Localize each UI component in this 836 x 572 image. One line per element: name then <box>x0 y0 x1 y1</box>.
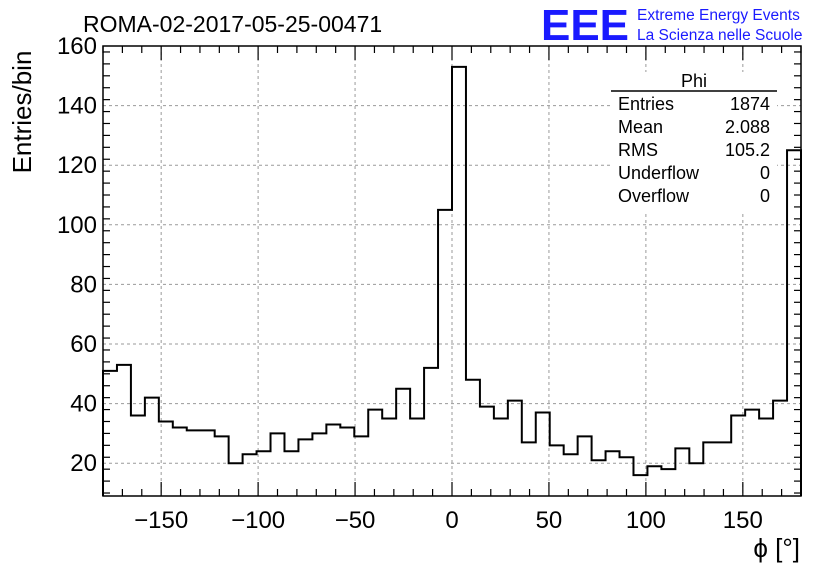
eee-logo-mark: EEE <box>541 1 629 50</box>
stats-label: Overflow <box>618 186 690 206</box>
y-tick-label: 80 <box>70 271 97 298</box>
stats-box-title: Phi <box>681 71 707 91</box>
stats-value: 2.088 <box>725 117 770 137</box>
histogram-bin <box>536 413 550 496</box>
histogram-bin <box>382 419 396 496</box>
stats-value: 1874 <box>730 94 770 114</box>
histogram-bin <box>703 442 717 496</box>
eee-logo-line2: La Scienza nelle Scuole <box>637 27 802 44</box>
histogram-bin <box>187 430 201 496</box>
histogram-bin <box>438 210 452 496</box>
histogram-bin <box>689 463 703 496</box>
histogram-bin <box>201 430 215 496</box>
histogram-bin <box>480 407 494 496</box>
x-tick-label: −50 <box>335 507 376 534</box>
histogram-bin <box>298 439 312 496</box>
histogram-bin <box>145 398 159 496</box>
axis-ticks <box>102 46 802 496</box>
histogram-bin <box>675 448 689 496</box>
histogram-bin <box>396 389 410 496</box>
x-tick-labels: −150 −100 −50 0 50 100 150 <box>134 507 763 534</box>
histogram-bin <box>564 454 578 496</box>
stats-label: Mean <box>618 117 663 137</box>
histogram-bin <box>131 416 145 496</box>
stats-label: RMS <box>618 140 658 160</box>
histogram-bin <box>759 419 773 496</box>
histogram-bin <box>340 427 354 496</box>
histogram-bin <box>578 436 592 496</box>
y-tick-label: 120 <box>57 152 97 179</box>
y-tick-labels: 20 40 60 80 100 120 140 160 <box>57 33 97 477</box>
histogram-bin <box>424 368 438 496</box>
stats-label: Underflow <box>618 163 700 183</box>
chart-title: ROMA-02-2017-05-25-00471 <box>83 11 382 37</box>
histogram-bin <box>787 150 801 496</box>
histogram-bin <box>661 469 675 496</box>
histogram-bin <box>592 460 606 496</box>
stats-box: Phi Entries 1874 Mean 2.088 RMS 105.2 Underflo… <box>611 71 777 212</box>
histogram-bin <box>508 401 522 496</box>
histogram-bin <box>410 419 424 496</box>
x-tick-label: 150 <box>723 507 763 534</box>
histogram-bin <box>229 463 243 496</box>
histogram-bin <box>466 380 480 496</box>
y-tick-label: 20 <box>70 450 97 477</box>
x-axis-label: ϕ [°] <box>753 533 800 563</box>
x-tick-label: 0 <box>445 507 458 534</box>
histogram-bin <box>173 427 187 496</box>
histogram-bin <box>550 445 564 496</box>
y-tick-label: 60 <box>70 331 97 358</box>
stats-label: Entries <box>618 94 674 114</box>
histogram-bin <box>117 365 131 496</box>
y-tick-label: 160 <box>57 33 97 60</box>
histogram-bin <box>522 442 536 496</box>
x-tick-label: −150 <box>134 507 188 534</box>
histogram-bin <box>354 436 368 496</box>
y-axis-label: Entries/bin <box>7 51 37 174</box>
histogram-bin <box>773 401 787 496</box>
histogram-bin <box>312 433 326 496</box>
x-tick-label: 50 <box>536 507 563 534</box>
histogram-series <box>102 65 802 496</box>
stats-box-rows: Entries 1874 Mean 2.088 RMS 105.2 Underflow 0 Ov… <box>618 94 770 206</box>
y-tick-label: 100 <box>57 212 97 239</box>
stats-value: 0 <box>760 186 770 206</box>
histogram-bin <box>326 424 340 496</box>
histogram-bin <box>271 433 285 496</box>
histogram-bin <box>368 410 382 496</box>
y-tick-label: 40 <box>70 391 97 418</box>
histogram-bin <box>215 436 229 496</box>
histogram-bin <box>494 419 508 496</box>
stats-value: 0 <box>760 163 770 183</box>
stats-value: 105.2 <box>725 140 770 160</box>
x-tick-label: −100 <box>231 507 285 534</box>
eee-logo: EEE Extreme Energy Events La Scienza nel… <box>541 1 802 50</box>
histogram-bin <box>717 442 731 496</box>
histogram-bin <box>452 67 466 496</box>
histogram-bin <box>243 454 257 496</box>
x-tick-label: 100 <box>626 507 666 534</box>
y-tick-label: 140 <box>57 93 97 120</box>
eee-logo-line1: Extreme Energy Events <box>637 7 800 24</box>
histogram-bin <box>745 410 759 496</box>
histogram-bin <box>647 466 661 496</box>
